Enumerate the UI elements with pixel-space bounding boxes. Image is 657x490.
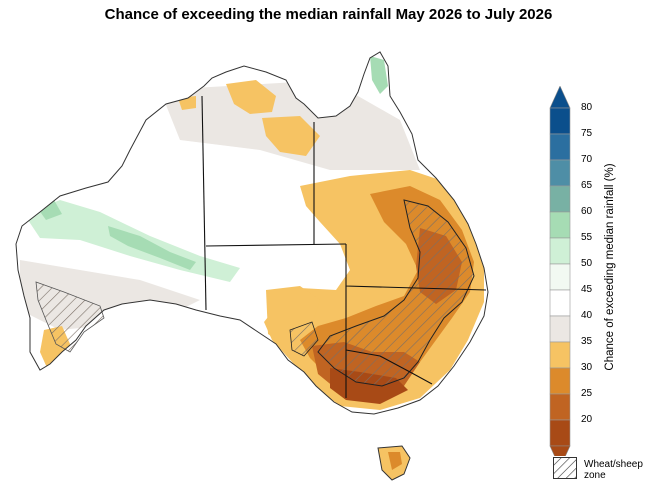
colorbar-arrow-top xyxy=(549,86,571,109)
wheat-sheep-legend-swatch xyxy=(553,457,577,479)
colorbar-tick-label: 55 xyxy=(581,232,593,243)
colorbar-cell xyxy=(549,315,571,343)
wetter-cape-york xyxy=(370,56,388,94)
colorbar-cell xyxy=(549,289,571,317)
colorbar-tick-label: 30 xyxy=(581,362,593,373)
colorbar-cell xyxy=(549,341,571,369)
colorbar-tick-label: 60 xyxy=(581,206,593,217)
colorbar-cells xyxy=(549,86,571,456)
colorbar-cell xyxy=(549,133,571,161)
colorbar-tick-label: 45 xyxy=(581,284,593,295)
colorbar-cell xyxy=(549,185,571,213)
tasmania-drier-core xyxy=(388,452,402,470)
colorbar-cell xyxy=(549,159,571,187)
colorbar-tick-label: 65 xyxy=(581,180,593,191)
map-title: Chance of exceeding the median rainfall … xyxy=(104,6,553,23)
colorbar-tick-label: 25 xyxy=(581,388,593,399)
colorbar-tick-label: 50 xyxy=(581,258,593,269)
border-wa xyxy=(201,95,207,311)
wheat-sheep-zone-east xyxy=(317,199,475,387)
wetter-core-wa xyxy=(36,200,196,270)
colorbar-tick-label: 70 xyxy=(581,154,593,165)
australia-rainfall-map xyxy=(15,51,489,481)
border-nt-sa xyxy=(205,243,347,247)
colorbar-title: Chance of exceeding median rainfall (%) xyxy=(604,163,616,371)
colorbar-tick-label: 35 xyxy=(581,336,593,347)
colorbar-tick-label: 75 xyxy=(581,128,593,139)
colorbar-cell xyxy=(549,237,571,265)
colorbar-tick-label: 20 xyxy=(581,414,593,425)
colorbar-cell xyxy=(549,419,571,447)
border-nsw-vic xyxy=(345,349,433,385)
drier-top-end xyxy=(226,80,276,114)
colorbar-cell xyxy=(549,107,571,135)
colorbar-cell xyxy=(549,263,571,291)
colorbar-cell xyxy=(549,211,571,239)
drier-gulf xyxy=(262,116,320,156)
wheat-sheep-zone-wa xyxy=(35,281,105,353)
colorbar xyxy=(549,86,571,456)
colorbar-tick-label: 80 xyxy=(581,102,593,113)
wheat-sheep-zones xyxy=(35,199,475,387)
state-borders xyxy=(201,95,487,398)
wheat-sheep-legend-label: Wheat/sheep zone xyxy=(584,459,643,481)
legend-label-line2: zone xyxy=(584,470,606,481)
colorbar-arrow-bottom xyxy=(549,445,571,456)
legend-label-line1: Wheat/sheep xyxy=(584,459,643,470)
wheat-sheep-zone-sa xyxy=(289,321,319,357)
colorbar-cell xyxy=(549,393,571,421)
colorbar-cell xyxy=(549,367,571,395)
colorbar-tick-label: 40 xyxy=(581,310,593,321)
